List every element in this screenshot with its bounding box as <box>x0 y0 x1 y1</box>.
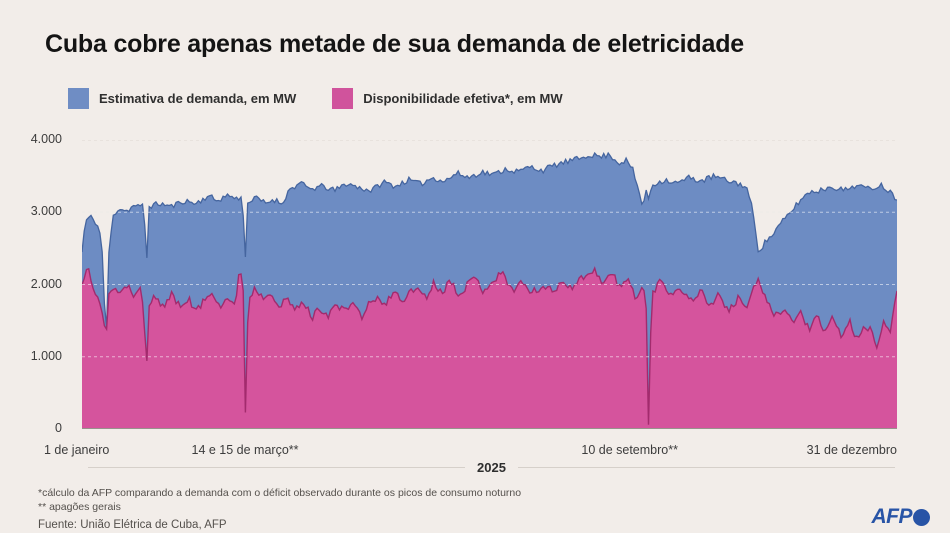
afp-logo: AFP <box>871 505 930 529</box>
availability-area <box>82 268 897 429</box>
legend-label: Disponibilidade efetiva*, em MW <box>363 91 563 106</box>
x-tick-0: 1 de janeiro <box>44 443 110 457</box>
legend-label: Estimativa de demanda, em MW <box>99 91 297 106</box>
afp-logo-text: AFP <box>871 505 913 528</box>
y-tick-0: 0 <box>55 421 62 435</box>
source-line: Fuente: União Elétrica de Cuba, AFP <box>38 519 227 531</box>
afp-globe-icon <box>913 508 930 526</box>
year-axis-row: 2025 <box>88 459 896 475</box>
legend-item-1: Disponibilidade efetiva*, em MW <box>332 88 563 109</box>
year-rule-right <box>517 466 896 468</box>
y-tick-2000: 2.000 <box>30 276 62 291</box>
legend-swatch <box>332 88 354 109</box>
x-tick-2: 10 de setembro** <box>581 443 678 457</box>
footnote-blackouts: ** apagões gerais <box>38 501 121 513</box>
demand-line <box>82 151 897 328</box>
year-rule-left <box>88 466 466 468</box>
footnote-method: *cálculo da AFP comparando a demanda com… <box>38 487 522 499</box>
year-label: 2025 <box>477 459 506 475</box>
y-tick-4000: 4.000 <box>30 132 62 146</box>
legend-swatch <box>68 88 89 109</box>
x-tick-1: 14 e 15 de março** <box>191 443 299 457</box>
area-chart <box>82 140 897 429</box>
y-tick-3000: 3.000 <box>30 204 62 219</box>
availability-line <box>82 266 897 425</box>
page-title: Cuba cobre apenas metade de sua demanda … <box>45 30 744 58</box>
y-tick-1000: 1.000 <box>30 348 62 363</box>
x-tick-3: 31 de dezembro <box>806 443 897 457</box>
legend: Estimativa de demanda, em MW Disponibilid… <box>68 88 563 109</box>
footnotes: *cálculo da AFP comparando a demanda com… <box>38 486 521 514</box>
legend-item-0: Estimativa de demanda, em MW <box>68 88 296 109</box>
